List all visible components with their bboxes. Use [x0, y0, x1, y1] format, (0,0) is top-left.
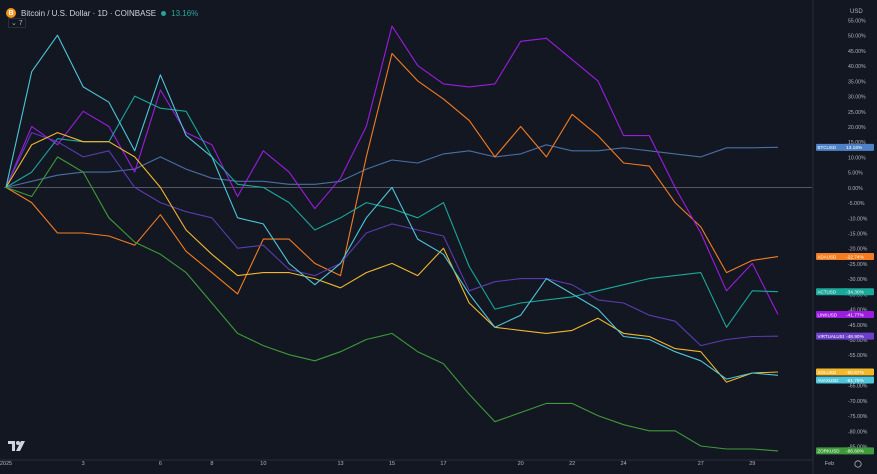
- tradingview-logo[interactable]: [8, 439, 28, 453]
- series-value-tag-zorkusd: [844, 447, 874, 455]
- series-line-virtualusd[interactable]: [5, 132, 779, 347]
- series-value-solusd: -60.67%: [846, 370, 865, 376]
- x-tick-label: 29: [749, 461, 755, 467]
- x-tick-label: 10: [260, 461, 266, 467]
- x-tick-label: 24: [621, 461, 627, 467]
- series-value-virtualusd: -48.90%: [846, 334, 865, 340]
- y-tick-label: 10.00%: [848, 155, 866, 161]
- y-tick-label: -5.00%: [848, 201, 865, 207]
- x-tick-label: 8: [210, 461, 213, 467]
- series-value-tag-virtualusd: [844, 332, 874, 340]
- series-value-adausd: -22.74%: [846, 254, 865, 260]
- symbol-change: 13.16%: [171, 8, 199, 18]
- y-tick-label: -50.00%: [848, 338, 868, 344]
- x-tick-label: 20: [518, 461, 524, 467]
- series-value-tag-avaxusd: [844, 376, 874, 384]
- y-tick-label: -75.00%: [848, 414, 868, 420]
- y-tick-label: 55.00%: [848, 19, 866, 25]
- series-name-tag-solusd: [816, 368, 848, 376]
- series-value-tag-btcusd: [844, 143, 874, 151]
- y-tick-label: -70.00%: [848, 399, 868, 405]
- y-tick-label: 20.00%: [848, 125, 866, 131]
- x-tick-label: 2025: [0, 461, 12, 467]
- x-tick-label: 6: [159, 461, 162, 467]
- series-name-tag-linkusd: [816, 310, 848, 318]
- y-tick-label: -10.00%: [848, 216, 868, 222]
- series-line-zorkusd[interactable]: [5, 156, 779, 452]
- series-name-tag-actusd: [816, 288, 848, 296]
- series-value-tag-actusd: [844, 288, 874, 296]
- y-tick-label: 30.00%: [848, 95, 866, 101]
- x-tick-label: Feb: [825, 461, 834, 467]
- x-tick-label: 27: [698, 461, 704, 467]
- series-name-tag-virtualusd: [816, 332, 848, 340]
- y-tick-label: -15.00%: [848, 232, 868, 238]
- series-name-zorkusd: ZORKUSD: [818, 449, 841, 454]
- y-tick-label: 0.00%: [848, 186, 863, 192]
- y-tick-label: -40.00%: [848, 308, 868, 314]
- series-line-adausd[interactable]: [5, 52, 779, 295]
- y-tick-label: 25.00%: [848, 110, 866, 116]
- y-tick-label: -65.00%: [848, 384, 868, 390]
- x-tick-label: 22: [569, 461, 575, 467]
- series-line-linkusd[interactable]: [5, 25, 779, 315]
- series-name-linkusd: LINKUSD: [818, 312, 838, 317]
- x-tick-label: 3: [82, 461, 85, 467]
- series-name-tag-adausd: [816, 253, 848, 261]
- y-tick-label: -80.00%: [848, 429, 868, 435]
- currency-label: USD: [850, 9, 863, 15]
- market-status-icon: [161, 10, 167, 16]
- x-tick-label: 15: [389, 461, 395, 467]
- y-tick-label: -25.00%: [848, 262, 868, 268]
- series-value-btcusd: 13.16%: [846, 145, 863, 151]
- y-tick-label: -45.00%: [848, 323, 868, 329]
- y-tick-label: 45.00%: [848, 49, 866, 55]
- series-name-adausd: ADAUSD: [818, 254, 838, 259]
- series-value-tag-linkusd: [844, 310, 874, 318]
- y-tick-label: -20.00%: [848, 247, 868, 253]
- y-tick-label: 15.00%: [848, 140, 866, 146]
- series-value-avaxusd: -61.75%: [846, 378, 865, 384]
- series-name-virtualusd: VIRTUALUSD: [818, 334, 847, 339]
- x-tick-label: 17: [440, 461, 446, 467]
- series-name-tag-btcusd: [816, 143, 848, 151]
- series-name-avaxusd: AVAXUSD: [818, 378, 840, 383]
- y-tick-label: 5.00%: [848, 171, 863, 177]
- series-line-actusd[interactable]: [5, 95, 779, 328]
- series-name-tag-avaxusd: [816, 376, 848, 384]
- series-name-tag-zorkusd: [816, 447, 848, 455]
- y-tick-label: 40.00%: [848, 64, 866, 70]
- series-name-solusd: SOLUSD: [818, 370, 837, 375]
- series-name-btcusd: BTCUSD: [818, 145, 837, 150]
- series-value-actusd: -34.30%: [846, 290, 865, 296]
- x-tick-label: 13: [337, 461, 343, 467]
- y-tick-label: -30.00%: [848, 277, 868, 283]
- gear-icon[interactable]: [854, 460, 862, 468]
- symbol-title: Bitcoin / U.S. Dollar · 1D · COINBASE: [21, 8, 157, 18]
- y-tick-label: 35.00%: [848, 79, 866, 85]
- series-line-avaxusd[interactable]: [5, 34, 779, 380]
- collapse-indicators-button[interactable]: ⌄ 7: [8, 18, 26, 28]
- series-value-tag-adausd: [844, 253, 874, 261]
- y-tick-label: 50.00%: [848, 34, 866, 40]
- series-name-actusd: ACTUSD: [818, 290, 837, 295]
- chart-legend-header[interactable]: B Bitcoin / U.S. Dollar · 1D · COINBASE …: [6, 6, 198, 20]
- series-line-solusd[interactable]: [5, 132, 779, 383]
- series-line-btcusd[interactable]: [5, 144, 779, 188]
- y-tick-label: -55.00%: [848, 353, 868, 359]
- series-value-tag-solusd: [844, 368, 874, 376]
- y-tick-label: -35.00%: [848, 292, 868, 298]
- series-value-linkusd: -41.77%: [846, 312, 865, 318]
- series-value-zorkusd: -86.60%: [846, 449, 865, 455]
- bitcoin-icon: B: [6, 8, 16, 18]
